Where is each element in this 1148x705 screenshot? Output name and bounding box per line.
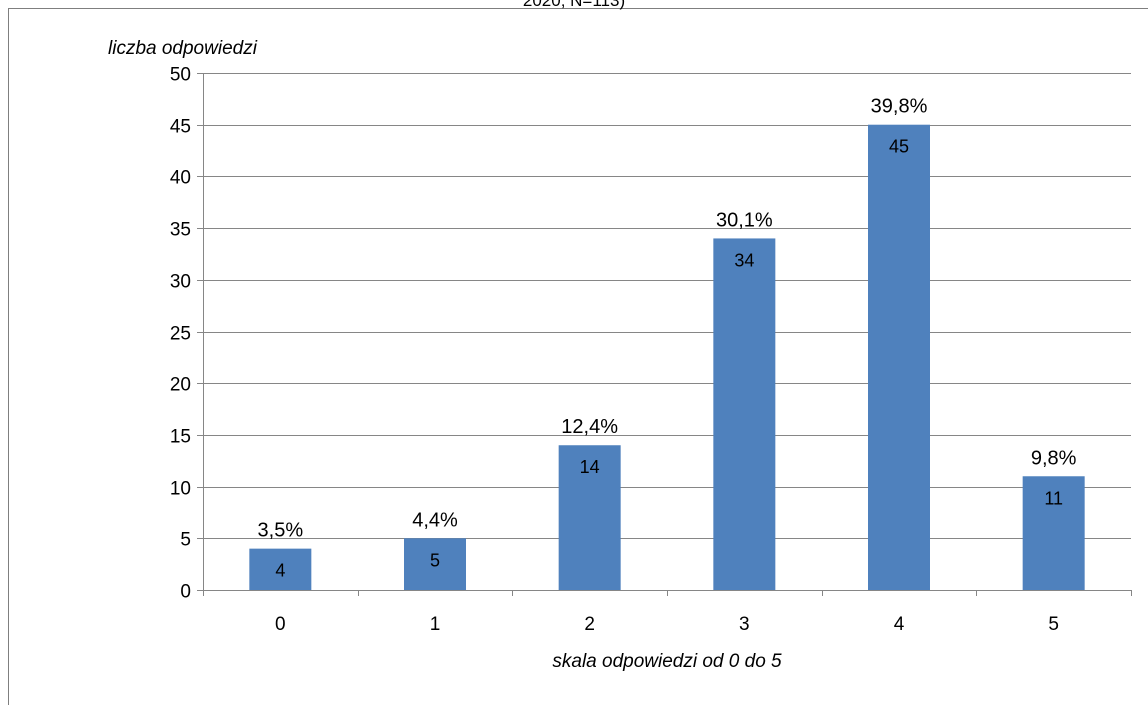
frame-left-border (8, 8, 9, 705)
bars (249, 124, 1085, 590)
x-tick-label: 1 (430, 614, 441, 635)
y-tick-label: 40 (170, 168, 191, 189)
axes (197, 73, 1132, 596)
labels: 0510152025303540455043,5%054,4%11412,4%2… (170, 65, 1077, 636)
bar-percent-label: 30,1% (716, 209, 773, 231)
bar-value-label: 14 (580, 457, 600, 477)
x-tick-label: 0 (275, 614, 286, 635)
bar (558, 445, 621, 590)
x-tick-label: 2 (584, 614, 595, 635)
y-tick-label: 20 (170, 375, 191, 396)
bar (713, 238, 776, 590)
x-tick-label: 4 (894, 614, 905, 635)
y-tick-label: 35 (170, 220, 191, 241)
gridlines (203, 73, 1131, 539)
bar-percent-label: 3,5% (258, 520, 304, 542)
bar-percent-label: 12,4% (561, 416, 618, 438)
bar-percent-label: 39,8% (871, 96, 928, 118)
bar-percent-label: 9,8% (1031, 447, 1077, 469)
x-tick-label: 5 (1048, 614, 1059, 635)
bar-value-label: 45 (889, 137, 909, 157)
y-tick-label: 0 (180, 582, 191, 603)
bar-value-label: 34 (734, 250, 754, 270)
bar-value-label: 5 (430, 550, 440, 570)
y-tick-label: 50 (170, 65, 191, 86)
y-tick-label: 10 (170, 479, 191, 500)
y-tick-label: 5 (180, 530, 191, 551)
chart-title: 2020; N=113) (522, 0, 626, 10)
y-tick-label: 25 (170, 324, 191, 345)
bar (249, 548, 312, 590)
bar (868, 124, 930, 590)
frame-top-border (8, 8, 1148, 9)
y-tick-label: 30 (170, 272, 191, 293)
bar (1022, 476, 1085, 590)
y-tick-label: 45 (170, 117, 191, 138)
bar (404, 538, 466, 590)
y-axis-label: liczba odpowiedzi (108, 38, 258, 59)
bar-value-label: 11 (1044, 488, 1063, 508)
x-axis-label: skala odpowiedzi od 0 do 5 (552, 651, 782, 672)
y-tick-label: 15 (170, 427, 191, 448)
bar-value-label: 4 (275, 561, 285, 581)
x-tick-label: 3 (739, 614, 750, 635)
bar-percent-label: 4,4% (412, 509, 458, 531)
